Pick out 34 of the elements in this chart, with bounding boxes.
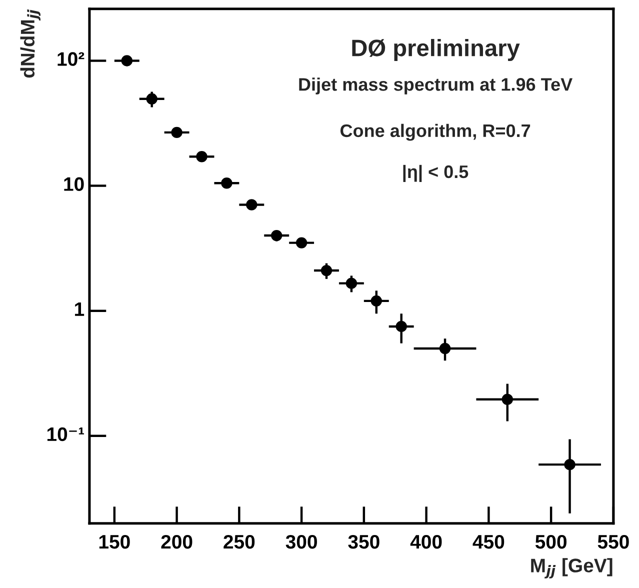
y-tick-label: 10 — [64, 177, 84, 191]
x-tick-label: 450 — [472, 534, 504, 549]
y-tick-label: 10² — [58, 52, 84, 66]
x-tick-label: 250 — [224, 534, 255, 549]
y-tick-label: 10⁻¹ — [47, 427, 84, 442]
annotation: Cone algorithm, R=0.7 — [340, 124, 530, 141]
x-tick-label: 200 — [161, 534, 192, 549]
point — [564, 458, 576, 470]
x-tick-label: 150 — [99, 534, 130, 549]
x-axis-title: M$_{jj}$ [GeV] — [531, 558, 612, 578]
x-tick-label: 500 — [535, 534, 566, 549]
point — [502, 394, 513, 405]
point — [320, 264, 332, 276]
point — [246, 199, 258, 210]
point — [439, 342, 451, 354]
x-tick-label: 350 — [348, 534, 380, 549]
point — [221, 178, 232, 189]
point — [270, 230, 282, 242]
x-tick-label: 300 — [286, 534, 317, 549]
point — [171, 126, 182, 138]
annotation: Dijet mass spectrum at 1.96 TeV — [299, 78, 572, 94]
annotation: |η| < 0.5 — [403, 164, 468, 182]
annotation: DØ preliminary — [352, 38, 520, 61]
point — [146, 93, 158, 105]
point — [196, 151, 208, 162]
y-tick-label: 1 — [75, 302, 84, 316]
y-axis-title: dN/dM$_{jj}$ — [20, 9, 40, 78]
point — [296, 237, 308, 248]
point — [346, 278, 358, 289]
point — [121, 55, 132, 66]
x-tick-label: 400 — [410, 534, 442, 549]
point — [396, 320, 407, 332]
point — [370, 295, 382, 307]
x-tick-label: 550 — [598, 534, 629, 549]
